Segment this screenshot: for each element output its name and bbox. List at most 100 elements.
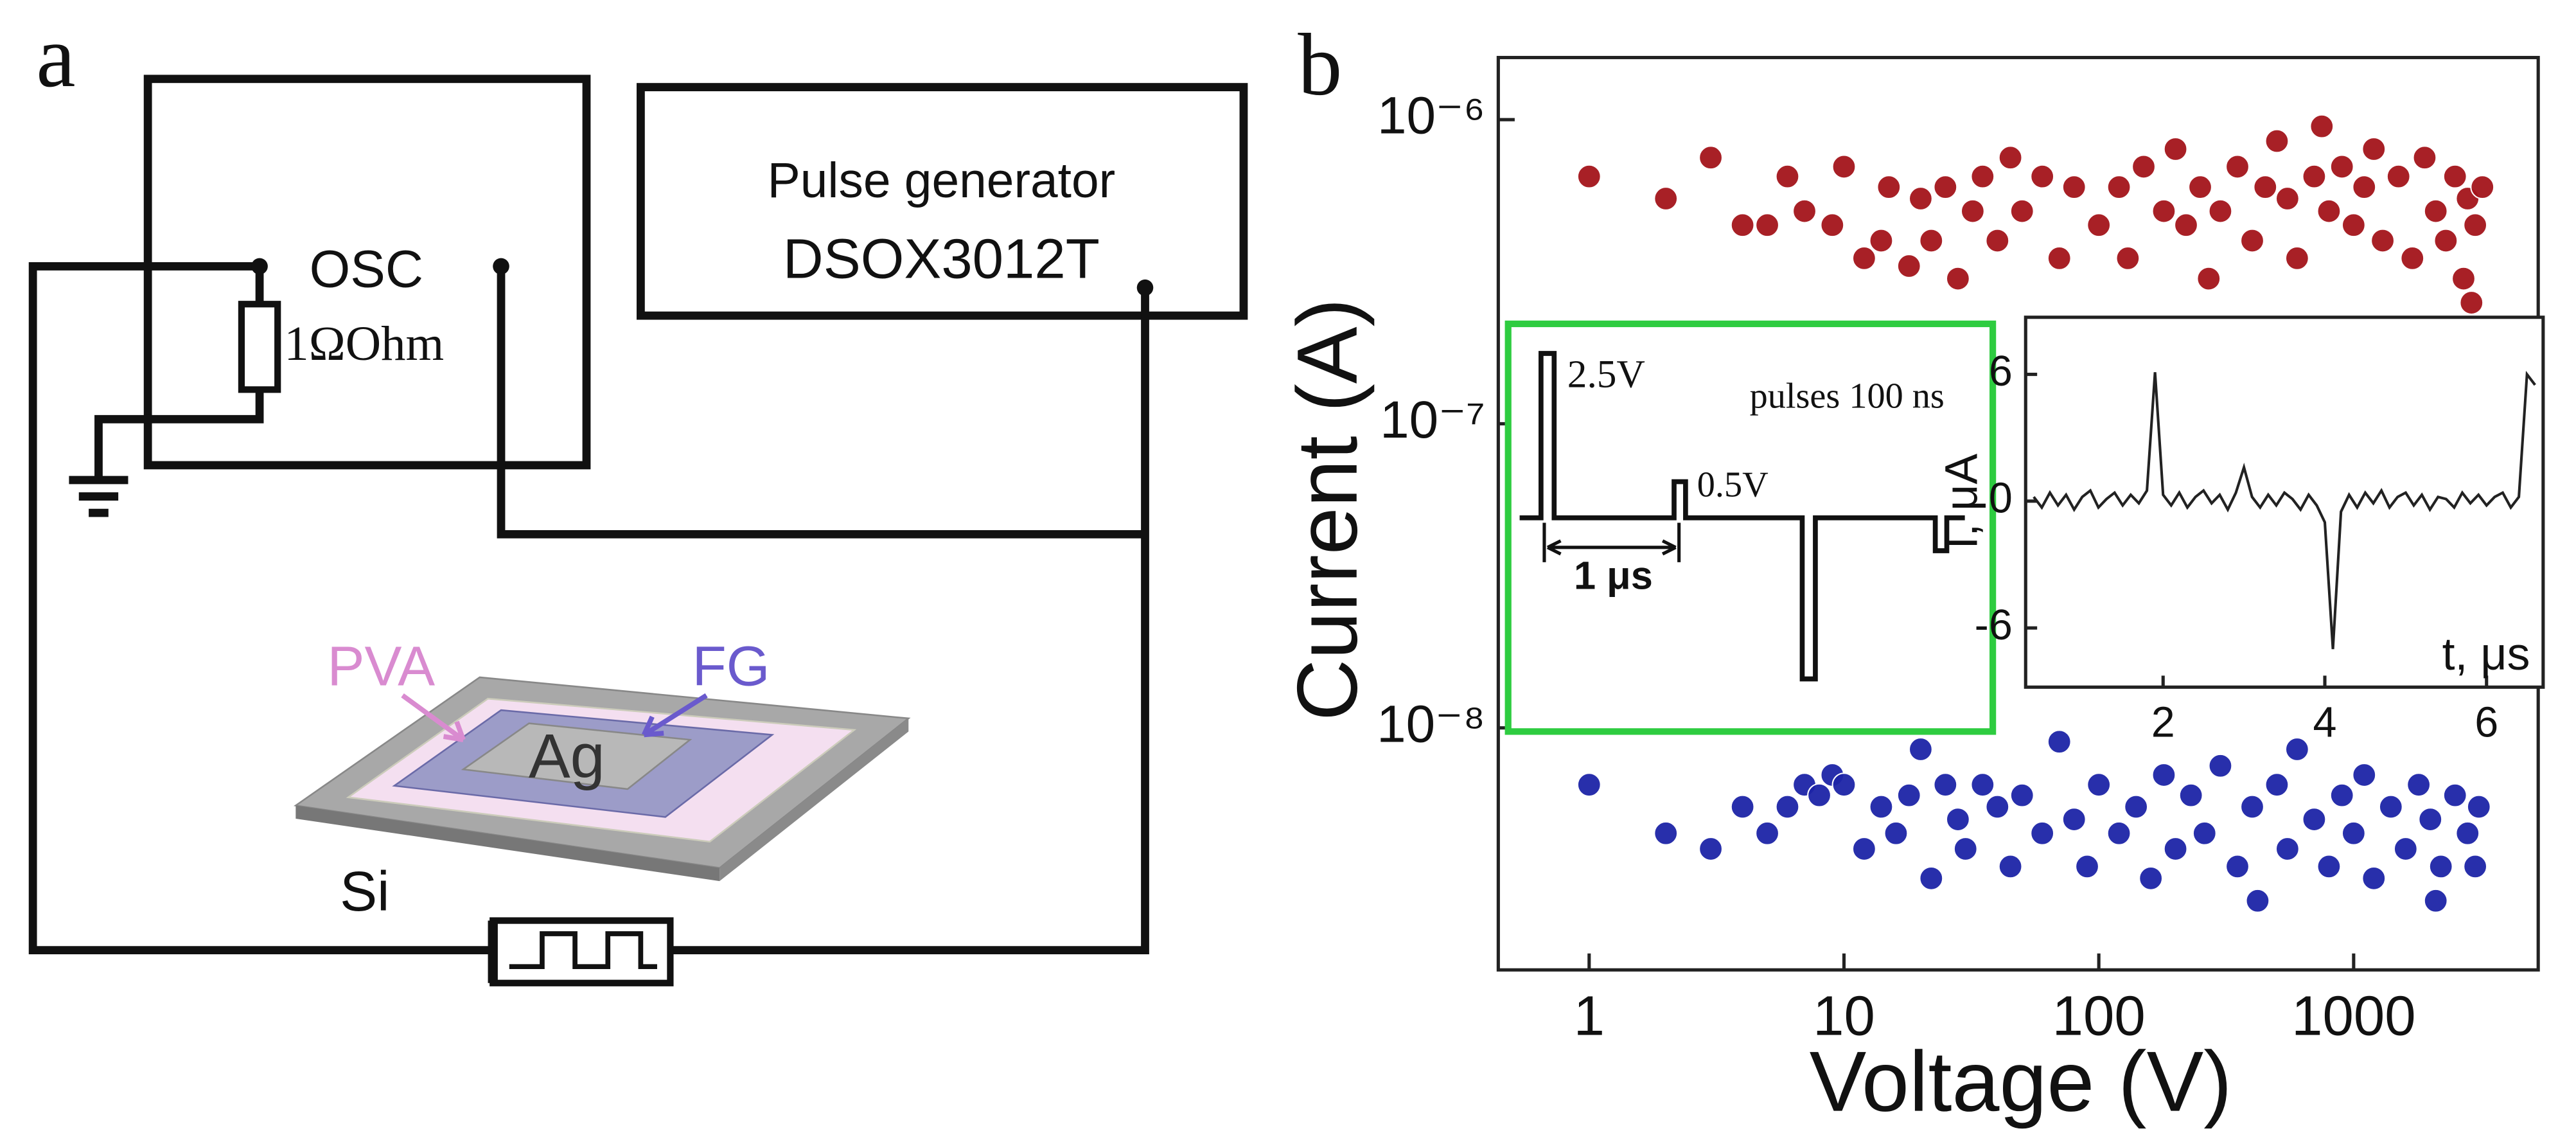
scatter-point [1576, 164, 1601, 189]
scatter-point [2418, 807, 2443, 832]
si-label: Si [340, 860, 389, 923]
scatter-point [2030, 164, 2055, 189]
scatter-point [1831, 772, 1857, 797]
x-tick-label: 6 [2475, 699, 2498, 747]
pulse-source-edge [488, 920, 498, 983]
scatter-point [2208, 199, 2233, 224]
scatter-point [1755, 213, 1779, 238]
scatter-point [2370, 228, 2395, 253]
generator-model: DSOX3012T [783, 227, 1100, 290]
pva-arrow [401, 693, 466, 742]
scatter-point [2442, 164, 2467, 189]
scatter-point [1654, 186, 1679, 211]
fg-arrow [642, 693, 708, 738]
scatter-point [1831, 154, 1857, 179]
inset-x-title: t, μs [2442, 628, 2530, 680]
x-tick-label: 1000 [2291, 985, 2415, 1047]
scatter-point [1896, 783, 1921, 808]
scatter-point [2196, 266, 2221, 291]
scatter-point [2459, 290, 2484, 315]
pulse-label: 0.5V [1697, 465, 1769, 505]
scatter-point [1998, 854, 2023, 879]
scatter-point [2086, 213, 2112, 238]
scatter-point [1933, 175, 1958, 200]
scatter-point [1933, 772, 1958, 797]
scatter-point [2264, 772, 2289, 797]
scatter-point [1654, 821, 1679, 846]
scatter-point [2106, 175, 2131, 200]
scatter-point [1775, 164, 1800, 189]
scatter-point [2442, 783, 2467, 808]
wire [497, 266, 1145, 539]
scatter-point [2124, 794, 2149, 819]
scatter-point [1970, 164, 1995, 189]
scatter-point [2192, 821, 2217, 846]
pulse-source [490, 917, 674, 986]
scatter-point [1945, 807, 1970, 832]
wire [28, 262, 1149, 954]
scatter-point [2163, 137, 2188, 161]
scatter-point [2047, 245, 2072, 271]
si-edge [296, 805, 720, 882]
scatter-point [2329, 154, 2354, 179]
scatter-point [2423, 199, 2448, 224]
y-tick-label: -6 [1975, 601, 2013, 649]
scatter-point [2329, 783, 2354, 808]
scatter-point [2075, 854, 2099, 879]
main-chart: 1 10 100 1000 10⁻⁶ 10⁻⁷ 10⁻⁸ [1377, 87, 2495, 1047]
y-tick-label: 10⁻⁶ [1377, 87, 1485, 145]
scatter-point [1960, 199, 1985, 224]
scatter-point [2433, 228, 2458, 253]
scatter-point [1730, 213, 1755, 238]
scatter-point [2240, 228, 2264, 253]
node [1136, 279, 1154, 296]
scatter-point [2264, 129, 2289, 154]
scatter-point [2245, 888, 2270, 913]
scatter-point [2341, 821, 2366, 846]
pulse-label: 2.5V [1567, 352, 1645, 396]
scatter-point [2208, 753, 2233, 778]
scatter-point [1985, 228, 2010, 253]
scatter-point [2225, 854, 2250, 879]
pulse-note: pulses 100 ns [1750, 377, 1945, 416]
wire [94, 266, 264, 477]
scatter-point [2309, 114, 2334, 139]
scatter-point [1953, 837, 1978, 861]
scatter-point [2174, 213, 2198, 238]
scatter-point [2163, 837, 2188, 861]
scatter-point [2361, 137, 2386, 161]
scatter-point [2428, 854, 2453, 879]
scatter-point [1945, 266, 1970, 291]
scatter-point [1807, 783, 1831, 808]
scatter-point [1998, 145, 2023, 170]
y-axis-title: Current (A) [1280, 298, 1375, 721]
scatter-point [2115, 245, 2140, 271]
y-tick-label: 10⁻⁷ [1380, 391, 1485, 449]
scatter-point [2188, 175, 2212, 200]
scatter-point [1883, 821, 1909, 846]
scatter-point [1755, 821, 1779, 846]
scatter-point [1869, 228, 1894, 253]
scatter-point [2284, 245, 2309, 271]
scatter-point [2151, 199, 2176, 224]
scatter-point [1851, 837, 1876, 861]
x-tick-label: 10 [1813, 985, 1875, 1047]
scatter-point [1775, 794, 1800, 819]
pulse-symbol [509, 931, 657, 970]
scatter-point [2361, 866, 2386, 891]
scatter-point [2470, 175, 2495, 200]
scatter-point [2400, 245, 2425, 271]
scatter-point [2275, 837, 2300, 861]
scatter-point [2253, 175, 2278, 200]
scatter-point [2463, 854, 2488, 879]
scatter-point [1876, 175, 1901, 200]
scatter-point [2139, 866, 2164, 891]
scatter-point [2466, 794, 2491, 819]
scatter-point [1576, 772, 1601, 797]
scatter-point [2302, 164, 2327, 189]
y-tick-label: 6 [1989, 348, 2013, 395]
scatter-point [2275, 186, 2300, 211]
inset-y-title: I, μA [1936, 454, 1988, 549]
resistor-label: 1ΩOhm [284, 316, 444, 371]
